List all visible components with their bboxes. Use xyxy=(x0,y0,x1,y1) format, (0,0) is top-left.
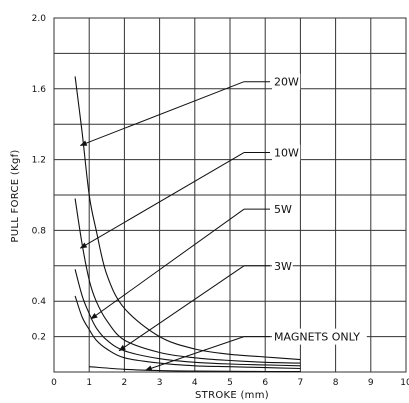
x-tick-label: 10 xyxy=(400,378,409,388)
series-label-20w: 20W xyxy=(274,76,299,89)
y-tick-label: 0.8 xyxy=(32,226,47,236)
y-tick-label: 1.2 xyxy=(32,156,46,166)
grid xyxy=(53,17,407,373)
x-tick-label: 0 xyxy=(51,378,57,388)
x-tick-label: 2 xyxy=(122,378,128,388)
y-tick-label: 1.6 xyxy=(32,85,47,95)
callout-label-bg xyxy=(272,201,293,218)
callout-arrow-magnets-only xyxy=(144,336,245,371)
x-tick-label: 6 xyxy=(262,378,268,388)
callout-arrow-20w xyxy=(79,81,245,146)
series-line-magnets-only xyxy=(89,366,301,373)
callout-arrow-5w xyxy=(90,208,245,320)
x-tick-label: 9 xyxy=(368,378,374,388)
series-line-20w xyxy=(74,76,301,361)
callout-label-bg xyxy=(272,73,301,90)
callout-label-bg xyxy=(272,328,367,345)
series-line-5w xyxy=(74,269,301,367)
y-tick-label: 0.2 xyxy=(32,333,46,343)
series-callouts: 20W 10W 5W 3W MAGNETS ONLY xyxy=(79,73,367,371)
series-lines xyxy=(74,76,301,373)
series-label-3w: 3W xyxy=(274,260,292,273)
x-tick-label: 4 xyxy=(192,378,198,388)
series-label-magnets-only: MAGNETS ONLY xyxy=(274,331,360,344)
series-label-10w: 10W xyxy=(274,147,299,160)
tick-labels: 0 1 2 3 4 5 6 7 8 9 10 0.2 0.4 0.8 1.2 1.6 2.0 xyxy=(32,14,409,388)
x-tick-label: 7 xyxy=(298,378,304,388)
callout-label-bg xyxy=(272,257,293,274)
x-tick-label: 1 xyxy=(86,378,92,388)
y-axis-title: PULL FORCE (Kgf) xyxy=(10,149,21,242)
series-line-10w xyxy=(74,198,301,364)
callout-arrow-10w xyxy=(79,152,245,249)
y-tick-label: 2.0 xyxy=(32,14,47,24)
x-tick-label: 3 xyxy=(157,378,163,388)
callout-label-bg xyxy=(272,144,301,161)
x-tick-label: 5 xyxy=(227,378,233,388)
callout-arrow-3w xyxy=(118,265,245,352)
x-tick-label: 8 xyxy=(333,378,339,388)
y-tick-label: 0.4 xyxy=(32,297,47,307)
series-label-5w: 5W xyxy=(274,203,292,216)
series-line-3w xyxy=(74,295,301,370)
x-axis-title: STROKE (mm) xyxy=(195,390,269,401)
